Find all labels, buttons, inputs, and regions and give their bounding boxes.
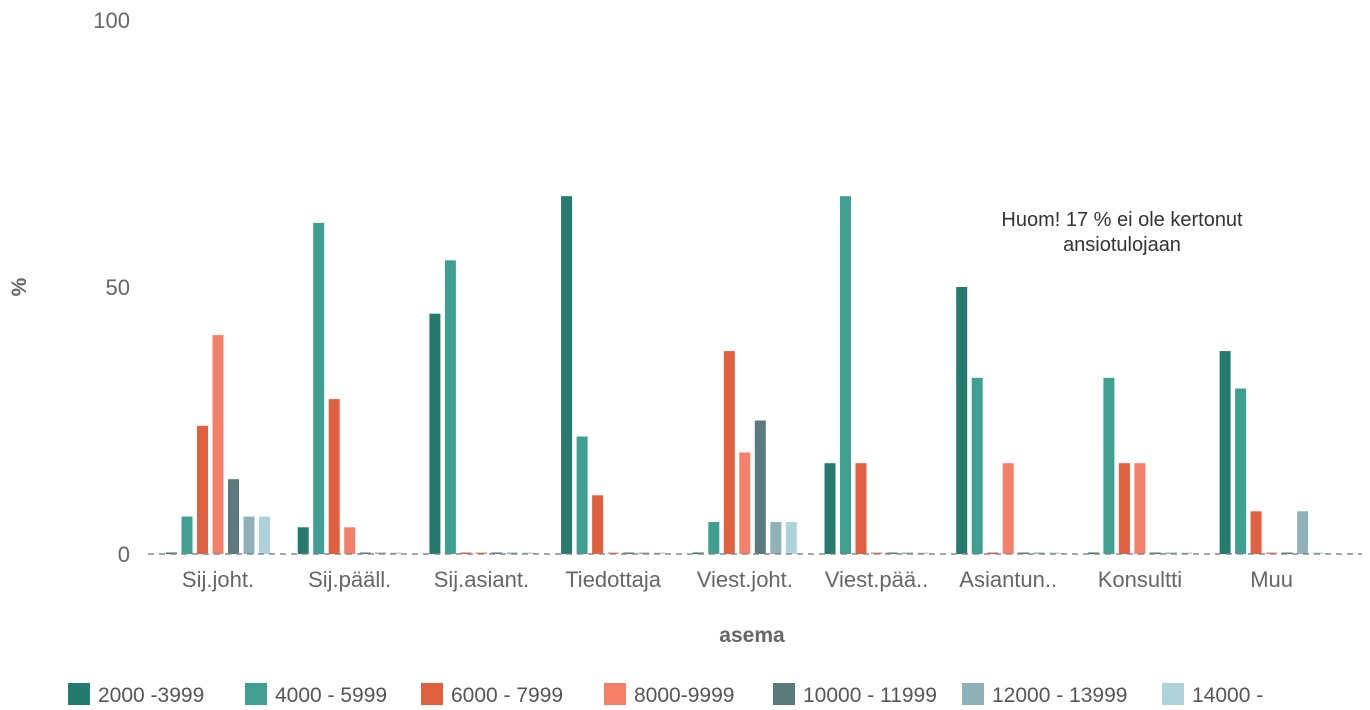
bar xyxy=(1018,552,1030,554)
annotation: Huom! 17 % ei ole kertonut ansiotulojaan xyxy=(1001,209,1243,256)
bar xyxy=(460,552,472,554)
bar xyxy=(313,222,325,554)
bar xyxy=(785,522,797,554)
bar xyxy=(1002,463,1014,554)
annotation-line-1: Huom! 17 % ei ole kertonut xyxy=(1001,209,1243,231)
legend-label: 14000 - xyxy=(1192,684,1263,707)
bar xyxy=(855,463,867,554)
bar xyxy=(1250,511,1262,554)
legend-item: 10000 - 11999 xyxy=(773,683,937,707)
x-tick-label: Asiantun.. xyxy=(959,567,1057,592)
bar xyxy=(344,527,356,554)
bar xyxy=(359,552,371,554)
legend-swatch xyxy=(421,683,443,705)
bar xyxy=(561,196,573,554)
legend-item: 4000 - 5999 xyxy=(245,683,387,707)
x-tick-label: Viest.pää.. xyxy=(825,567,929,592)
legend-item: 8000-9999 xyxy=(604,683,734,707)
bar xyxy=(723,351,735,554)
bar xyxy=(576,436,588,554)
legend-swatch xyxy=(245,683,267,705)
legend-swatch xyxy=(68,683,90,705)
legend-item: 14000 - xyxy=(1162,683,1263,707)
legend-label: 10000 - 11999 xyxy=(803,684,937,707)
legend-item: 6000 - 7999 xyxy=(421,683,563,707)
x-tick-label: Sij.pääll. xyxy=(308,567,391,592)
bar xyxy=(1118,463,1130,554)
bars xyxy=(166,196,1324,554)
annotation-line-2: ansiotulojaan xyxy=(1063,234,1181,256)
bar xyxy=(754,420,766,554)
legend-swatch xyxy=(1162,683,1184,705)
bar xyxy=(1165,552,1177,554)
bar xyxy=(1103,377,1115,554)
legend-swatch xyxy=(604,683,626,705)
bar xyxy=(212,335,224,554)
bar xyxy=(1297,511,1309,554)
bar xyxy=(739,452,751,554)
bar xyxy=(444,260,456,554)
bar xyxy=(491,552,503,554)
y-tick-label: 0 xyxy=(118,542,130,567)
legend-label: 6000 - 7999 xyxy=(451,684,563,707)
x-axis: Sij.joht. Sij.pääll. Sij.asiant. Tiedottaja… xyxy=(182,567,1293,592)
legend-swatch xyxy=(962,683,984,705)
bar xyxy=(181,516,193,554)
bar xyxy=(243,516,255,554)
y-axis-title: % xyxy=(8,277,31,296)
bar xyxy=(1087,552,1099,554)
bar xyxy=(886,552,898,554)
bar xyxy=(1134,463,1146,554)
bar xyxy=(328,399,340,554)
x-axis-title: asema xyxy=(719,624,785,647)
bar xyxy=(623,552,635,554)
bar xyxy=(840,196,851,554)
bar xyxy=(592,495,604,554)
bar xyxy=(297,527,309,554)
x-tick-label: Viest.joht. xyxy=(697,567,793,592)
bar xyxy=(824,463,836,554)
x-tick-label: Konsultti xyxy=(1098,567,1182,592)
bar xyxy=(1281,552,1293,554)
y-tick-label: 100 xyxy=(93,8,130,33)
x-tick-label: Tiedottaja xyxy=(565,567,662,592)
bar xyxy=(1235,388,1247,554)
legend-item: 12000 - 13999 xyxy=(962,683,1127,707)
legend-label: 2000 -3999 xyxy=(98,684,204,707)
y-tick-label: 50 xyxy=(106,275,130,300)
legend-label: 12000 - 13999 xyxy=(992,684,1127,707)
bar xyxy=(956,287,968,554)
bar xyxy=(1219,351,1231,554)
bar xyxy=(259,516,270,554)
bar xyxy=(429,313,441,554)
bar xyxy=(228,479,239,554)
bar xyxy=(971,377,983,554)
legend-swatch xyxy=(773,683,795,705)
x-tick-label: Sij.asiant. xyxy=(434,567,529,592)
bar xyxy=(770,522,782,554)
bar xyxy=(390,552,402,554)
bar xyxy=(1149,552,1161,554)
bar xyxy=(197,425,208,554)
bar xyxy=(708,522,720,554)
legend: 2000 -3999 4000 - 5999 6000 - 7999 8000-999… xyxy=(68,683,1263,707)
y-axis: 0 50 100 xyxy=(93,8,130,567)
x-tick-label: Muu xyxy=(1250,567,1293,592)
legend-label: 8000-9999 xyxy=(634,684,734,707)
bar xyxy=(987,552,999,554)
legend-label: 4000 - 5999 xyxy=(275,684,387,707)
x-tick-label: Sij.joht. xyxy=(182,567,254,592)
legend-item: 2000 -3999 xyxy=(68,683,204,707)
